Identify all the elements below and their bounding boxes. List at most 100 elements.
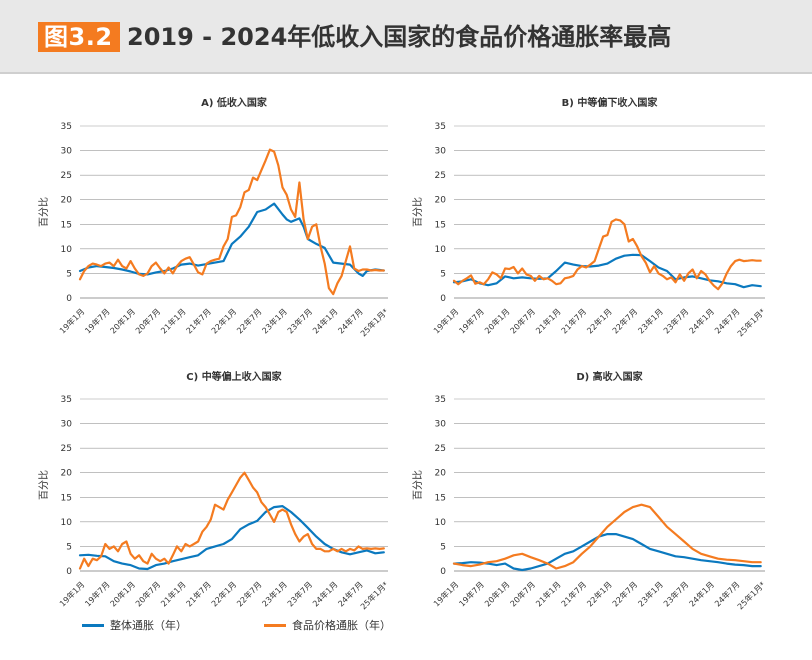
x-tick-label: 20年7月 bbox=[133, 306, 162, 335]
y-tick-label: 15 bbox=[61, 220, 72, 230]
series-line-food bbox=[78, 148, 385, 296]
legend-item-headline: 整体通胀（年） bbox=[82, 612, 187, 638]
series-line-headline bbox=[452, 253, 762, 289]
x-tick-label: 23年1月 bbox=[636, 306, 665, 335]
x-tick-label: 25年1月* bbox=[358, 579, 390, 611]
y-tick-label: 10 bbox=[435, 245, 447, 255]
y-tick-label: 10 bbox=[435, 518, 447, 528]
y-tick-label: 35 bbox=[61, 122, 72, 132]
x-tick-label: 21年1月 bbox=[158, 579, 187, 608]
x-tick-label: 20年7月 bbox=[508, 306, 537, 335]
x-tick-label: 23年1月 bbox=[636, 579, 665, 608]
x-tick-label: 21年1月 bbox=[533, 306, 562, 335]
x-tick-label: 20年7月 bbox=[133, 579, 162, 608]
x-tick-label: 24年1月 bbox=[310, 579, 339, 608]
series-line-headline bbox=[452, 532, 762, 572]
x-tick-label: 19年1月 bbox=[57, 579, 86, 608]
x-tick-label: 23年1月 bbox=[260, 579, 289, 608]
x-tick-label: 23年1月 bbox=[260, 306, 289, 335]
x-tick-label: 22年7月 bbox=[234, 306, 263, 335]
series-line-food bbox=[452, 218, 762, 291]
x-tick-label: 22年1月 bbox=[209, 306, 238, 335]
chart-panel-2: B) 中等偏下收入国家05101520253035百分比19年1月19年7月20… bbox=[412, 96, 767, 338]
series-line-headline bbox=[78, 202, 385, 277]
legend-swatch-headline bbox=[82, 623, 104, 627]
y-tick-label: 20 bbox=[435, 196, 447, 206]
x-tick-label: 19年7月 bbox=[457, 579, 486, 608]
x-tick-label: 22年1月 bbox=[585, 579, 614, 608]
chart-title: A) 低收入国家 bbox=[201, 96, 268, 109]
x-tick-label: 21年1月 bbox=[533, 579, 562, 608]
legend: 整体通胀（年） 食品价格通胀（年） bbox=[0, 612, 812, 638]
y-tick-label: 10 bbox=[61, 245, 73, 255]
y-tick-label: 30 bbox=[435, 420, 447, 430]
y-axis-label: 百分比 bbox=[412, 197, 424, 227]
y-tick-label: 25 bbox=[61, 171, 72, 181]
x-tick-label: 24年1月 bbox=[687, 306, 716, 335]
x-tick-label: 23年7月 bbox=[285, 579, 314, 608]
x-tick-label: 22年7月 bbox=[610, 579, 639, 608]
chart-panel-1: A) 低收入国家 0 5 10 15 20 25 30 35 百分比 19年1月19年7月20年1月… bbox=[38, 96, 390, 338]
x-tick-label: 25年1月* bbox=[735, 579, 767, 611]
y-tick-label: 25 bbox=[435, 171, 446, 181]
figure-number-badge: 图3.2 bbox=[38, 22, 120, 52]
chart-title: D) 高收入国家 bbox=[576, 370, 643, 383]
legend-item-food: 食品价格通胀（年） bbox=[264, 612, 391, 638]
x-tick-label: 20年1月 bbox=[108, 306, 137, 335]
x-tick-label: 20年7月 bbox=[508, 579, 537, 608]
x-tick-label: 22年1月 bbox=[585, 306, 614, 335]
x-tick-label: 23年7月 bbox=[661, 306, 690, 335]
y-tick-label: 5 bbox=[440, 542, 446, 552]
chart-title: B) 中等偏下收入国家 bbox=[562, 96, 659, 109]
x-tick-label: 21年1月 bbox=[158, 306, 187, 335]
legend-label-food: 食品价格通胀（年） bbox=[292, 619, 391, 632]
y-axis-label: 百分比 bbox=[38, 470, 50, 500]
x-tick-label: 19年7月 bbox=[83, 579, 112, 608]
x-tick-label: 23年7月 bbox=[285, 306, 314, 335]
x-tick-label: 24年1月 bbox=[310, 306, 339, 335]
x-tick-label: 25年1月* bbox=[358, 306, 390, 338]
y-tick-label: 0 bbox=[440, 567, 446, 577]
x-tick-label: 20年1月 bbox=[108, 579, 137, 608]
x-tick-label: 19年1月 bbox=[57, 306, 86, 335]
x-tick-label: 21年7月 bbox=[559, 579, 588, 608]
series-line-food bbox=[452, 503, 762, 570]
x-tick-label: 24年1月 bbox=[687, 579, 716, 608]
y-tick-label: 5 bbox=[66, 542, 72, 552]
x-tick-label: 22年7月 bbox=[610, 306, 639, 335]
x-tick-label: 21年7月 bbox=[184, 306, 213, 335]
y-tick-label: 20 bbox=[61, 469, 73, 479]
y-tick-label: 5 bbox=[66, 269, 72, 279]
chart-title: C) 中等偏上收入国家 bbox=[186, 370, 282, 383]
y-axis-label: 百分比 bbox=[38, 197, 50, 227]
y-tick-label: 5 bbox=[440, 269, 446, 279]
figure-header: 图3.2 2019 - 2024年低收入国家的食品价格通胀率最高 bbox=[0, 0, 812, 74]
y-tick-label: 30 bbox=[435, 147, 447, 157]
y-tick-label: 15 bbox=[61, 493, 72, 503]
y-tick-label: 25 bbox=[435, 444, 446, 454]
y-tick-label: 30 bbox=[61, 420, 73, 430]
series-line-headline bbox=[78, 505, 385, 571]
y-tick-label: 35 bbox=[61, 395, 72, 405]
series-line-food bbox=[78, 471, 385, 570]
x-tick-label: 19年1月 bbox=[431, 306, 460, 335]
x-tick-label: 20年1月 bbox=[482, 306, 511, 335]
x-tick-label: 20年1月 bbox=[482, 579, 511, 608]
x-tick-label: 19年7月 bbox=[457, 306, 486, 335]
legend-label-headline: 整体通胀（年） bbox=[110, 619, 187, 632]
y-tick-label: 35 bbox=[435, 395, 446, 405]
x-tick-label: 19年1月 bbox=[431, 579, 460, 608]
x-tick-label: 21年7月 bbox=[559, 306, 588, 335]
legend-swatch-food bbox=[264, 623, 286, 627]
chart-panel-3: C) 中等偏上收入国家05101520253035百分比19年1月19年7月20… bbox=[38, 370, 390, 611]
x-tick-label: 25年1月* bbox=[735, 306, 767, 338]
x-tick-label: 22年1月 bbox=[209, 579, 238, 608]
y-tick-label: 10 bbox=[61, 518, 73, 528]
x-tick-label: 23年7月 bbox=[661, 579, 690, 608]
y-tick-label: 15 bbox=[435, 493, 446, 503]
y-tick-label: 25 bbox=[61, 444, 72, 454]
y-axis-label: 百分比 bbox=[412, 470, 424, 500]
x-tick-label: 21年7月 bbox=[184, 579, 213, 608]
y-tick-label: 20 bbox=[435, 469, 447, 479]
